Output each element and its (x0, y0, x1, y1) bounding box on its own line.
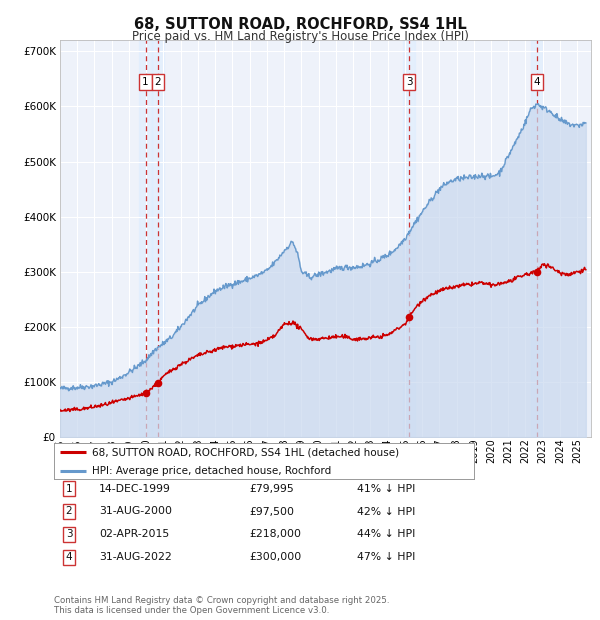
Text: 2: 2 (65, 507, 73, 516)
Text: 4: 4 (65, 552, 73, 562)
Bar (403, 40, 415, 437)
Bar (531, 40, 543, 437)
Text: 68, SUTTON ROAD, ROCHFORD, SS4 1HL (detached house): 68, SUTTON ROAD, ROCHFORD, SS4 1HL (deta… (92, 448, 399, 458)
Text: 44% ↓ HPI: 44% ↓ HPI (357, 529, 415, 539)
Text: £218,000: £218,000 (249, 529, 301, 539)
Text: 2: 2 (154, 77, 161, 87)
Text: 42% ↓ HPI: 42% ↓ HPI (357, 507, 415, 516)
Text: 3: 3 (406, 77, 412, 87)
Text: 68, SUTTON ROAD, ROCHFORD, SS4 1HL: 68, SUTTON ROAD, ROCHFORD, SS4 1HL (134, 17, 466, 32)
Text: 3: 3 (65, 529, 73, 539)
Text: £97,500: £97,500 (249, 507, 294, 516)
Text: HPI: Average price, detached house, Rochford: HPI: Average price, detached house, Roch… (92, 466, 331, 476)
Text: 02-APR-2015: 02-APR-2015 (99, 529, 169, 539)
Bar (152, 40, 164, 437)
Text: Price paid vs. HM Land Registry's House Price Index (HPI): Price paid vs. HM Land Registry's House … (131, 30, 469, 43)
Bar (139, 40, 152, 437)
Text: 4: 4 (534, 77, 541, 87)
Text: Contains HM Land Registry data © Crown copyright and database right 2025.
This d: Contains HM Land Registry data © Crown c… (54, 596, 389, 615)
Text: £79,995: £79,995 (249, 484, 294, 494)
Text: 31-AUG-2022: 31-AUG-2022 (99, 552, 172, 562)
Text: 14-DEC-1999: 14-DEC-1999 (99, 484, 171, 494)
Text: 47% ↓ HPI: 47% ↓ HPI (357, 552, 415, 562)
Text: 1: 1 (142, 77, 149, 87)
Text: £300,000: £300,000 (249, 552, 301, 562)
Text: 1: 1 (65, 484, 73, 494)
Text: 31-AUG-2000: 31-AUG-2000 (99, 507, 172, 516)
Text: 41% ↓ HPI: 41% ↓ HPI (357, 484, 415, 494)
